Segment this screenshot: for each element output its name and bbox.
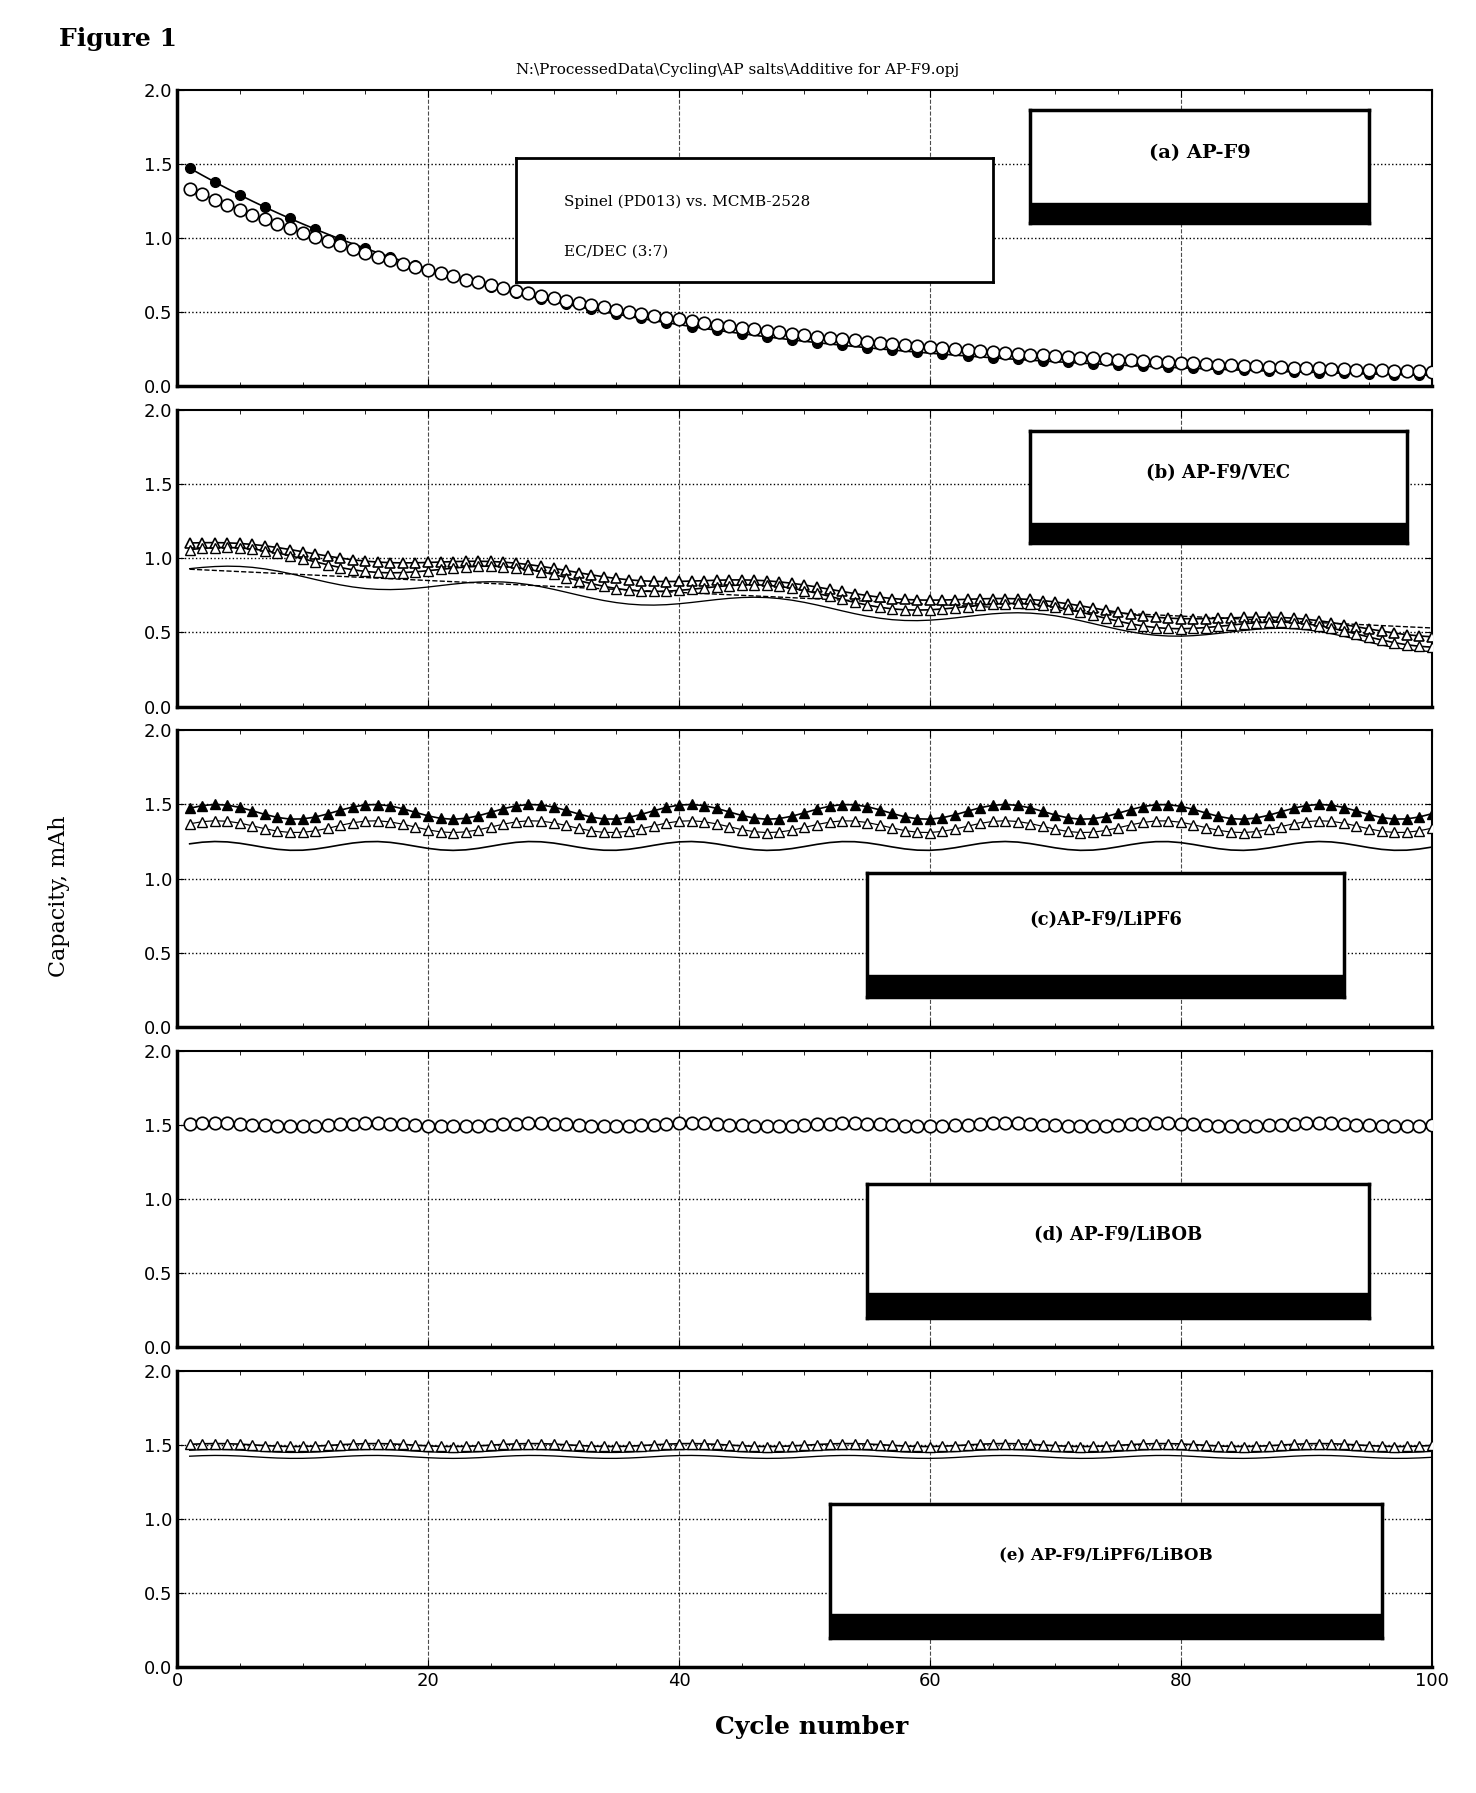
Text: Capacity, mAh: Capacity, mAh <box>49 816 69 977</box>
Text: Cycle number: Cycle number <box>716 1716 908 1739</box>
Text: N:\ProcessedData\Cycling\AP salts\Additive for AP-F9.opj: N:\ProcessedData\Cycling\AP salts\Additi… <box>517 63 959 77</box>
Text: Figure 1: Figure 1 <box>59 27 177 50</box>
